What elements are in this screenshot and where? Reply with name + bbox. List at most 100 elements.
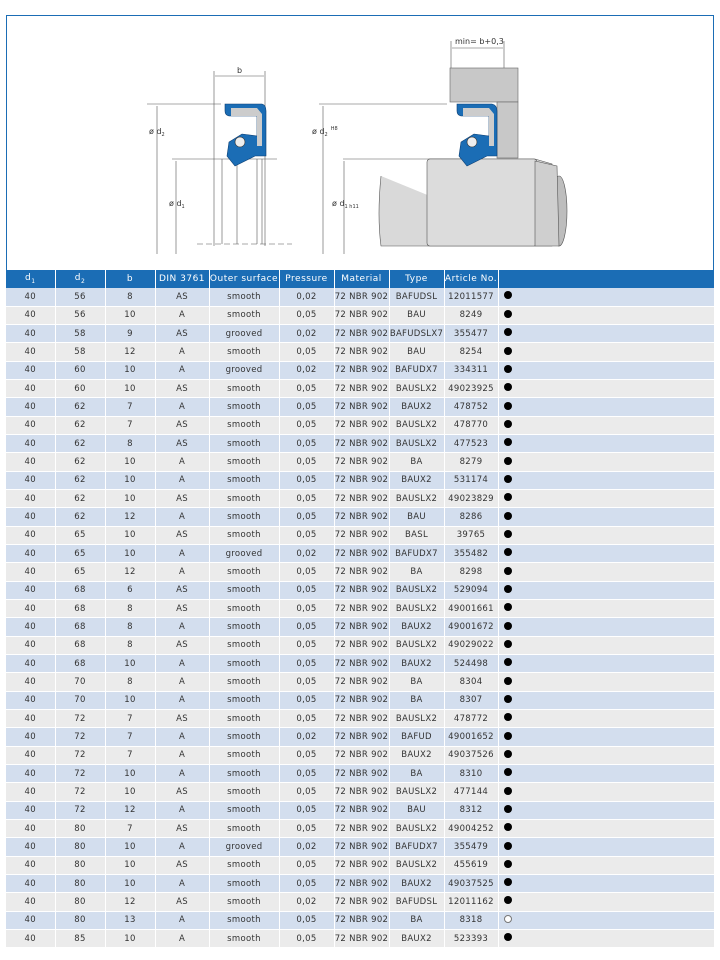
filled-circle-icon: [503, 456, 512, 465]
cell-article-no: 8310: [444, 764, 499, 784]
filled-circle-icon: [503, 804, 512, 813]
cell-d2: 68: [55, 581, 106, 601]
cell-d2: 68: [55, 617, 106, 637]
cell-din-3761: A: [155, 544, 210, 564]
cell-material: 72 NBR 902: [334, 581, 390, 601]
cell-din-3761: A: [155, 929, 210, 949]
table-row: 40 62 7 AS smooth 0,05 72 NBR 902 BAUSLX2 478770: [6, 416, 715, 436]
cell-pressure: 0,05: [279, 654, 335, 674]
cell-outer-surface: grooved: [209, 324, 280, 344]
table-row: 40 68 8 AS smooth 0,05 72 NBR 902 BAUSLX2 490016…: [6, 599, 715, 619]
filled-circle-icon: [503, 841, 512, 850]
table-row: 40 72 10 AS smooth 0,05 72 NBR 902 BAUSLX2 47714…: [6, 782, 715, 802]
cell-d1: 40: [6, 691, 56, 711]
seal-diagram: b min= b+0,3 ø d2 ø d1 ø d2H8 ø d1 h11: [147, 37, 568, 254]
cell-outer-surface: smooth: [209, 471, 280, 491]
cell-type: BA: [389, 672, 445, 692]
cell-availability: [498, 452, 715, 472]
cell-material: 72 NBR 902: [334, 819, 390, 839]
cell-outer-surface: smooth: [209, 746, 280, 766]
cell-availability: [498, 562, 715, 582]
cell-material: 72 NBR 902: [334, 617, 390, 637]
cell-b: 7: [105, 746, 156, 766]
cell-b: 7: [105, 727, 156, 747]
cell-article-no: 49023925: [444, 379, 499, 399]
cell-din-3761: AS: [155, 288, 210, 307]
cell-d1: 40: [6, 892, 56, 912]
d1-label: ø d1: [169, 199, 185, 210]
cell-d2: 60: [55, 361, 106, 381]
cell-outer-surface: smooth: [209, 819, 280, 839]
cell-d2: 56: [55, 306, 106, 326]
cell-d1: 40: [6, 801, 56, 821]
cell-article-no: 477523: [444, 434, 499, 454]
cell-d1: 40: [6, 507, 56, 527]
cell-type: BAFUDSL: [389, 288, 445, 307]
cell-d2: 62: [55, 471, 106, 491]
cell-availability: [498, 709, 715, 729]
cell-article-no: 49029022: [444, 636, 499, 656]
filled-circle-icon: [503, 933, 512, 942]
cell-material: 72 NBR 902: [334, 746, 390, 766]
cell-pressure: 0,05: [279, 379, 335, 399]
technical-drawing: b min= b+0,3 ø d2 ø d1 ø d2H8 ø d1 h11: [6, 15, 714, 271]
cell-din-3761: A: [155, 507, 210, 527]
cell-din-3761: AS: [155, 636, 210, 656]
cell-d1: 40: [6, 544, 56, 564]
cell-b: 10: [105, 691, 156, 711]
cell-d1: 40: [6, 837, 56, 857]
cell-outer-surface: smooth: [209, 452, 280, 472]
cell-availability: [498, 874, 715, 894]
cell-b: 7: [105, 819, 156, 839]
cell-pressure: 0,05: [279, 819, 335, 839]
cell-type: BAFUDX7: [389, 837, 445, 857]
cell-availability: [498, 801, 715, 821]
cell-d1: 40: [6, 782, 56, 802]
cell-d1: 40: [6, 746, 56, 766]
cell-din-3761: AS: [155, 379, 210, 399]
table-row: 40 56 8 AS smooth 0,02 72 NBR 902 BAFUDSL 120115…: [6, 288, 715, 307]
cell-material: 72 NBR 902: [334, 892, 390, 912]
cell-article-no: 477144: [444, 782, 499, 802]
cell-type: BAUSLX2: [389, 416, 445, 436]
filled-circle-icon: [503, 346, 512, 355]
cell-type: BAUSLX2: [389, 434, 445, 454]
cell-outer-surface: smooth: [209, 672, 280, 692]
cell-material: 72 NBR 902: [334, 397, 390, 417]
cell-article-no: 12011577: [444, 288, 499, 307]
cell-outer-surface: smooth: [209, 727, 280, 747]
cell-material: 72 NBR 902: [334, 727, 390, 747]
cell-availability: [498, 581, 715, 601]
cell-din-3761: A: [155, 654, 210, 674]
cell-type: BAUSLX2: [389, 856, 445, 876]
cell-din-3761: A: [155, 306, 210, 326]
cell-article-no: 355479: [444, 837, 499, 857]
header-label: Outer surface: [209, 274, 279, 284]
cell-article-no: 478772: [444, 709, 499, 729]
cell-b: 10: [105, 929, 156, 949]
cell-d2: 65: [55, 562, 106, 582]
cell-availability: [498, 599, 715, 619]
cell-d2: 72: [55, 782, 106, 802]
cell-article-no: 49037526: [444, 746, 499, 766]
cell-d2: 72: [55, 801, 106, 821]
cell-din-3761: A: [155, 746, 210, 766]
cell-b: 8: [105, 434, 156, 454]
cell-outer-surface: smooth: [209, 306, 280, 326]
cell-article-no: 478770: [444, 416, 499, 436]
cell-outer-surface: smooth: [209, 379, 280, 399]
cell-article-no: 8307: [444, 691, 499, 711]
cell-outer-surface: smooth: [209, 929, 280, 949]
cell-b: 10: [105, 361, 156, 381]
cell-availability: [498, 324, 715, 344]
filled-circle-icon: [503, 291, 512, 300]
filled-circle-icon: [503, 474, 512, 483]
cell-article-no: 8279: [444, 452, 499, 472]
cell-d2: 62: [55, 397, 106, 417]
cell-material: 72 NBR 902: [334, 361, 390, 381]
